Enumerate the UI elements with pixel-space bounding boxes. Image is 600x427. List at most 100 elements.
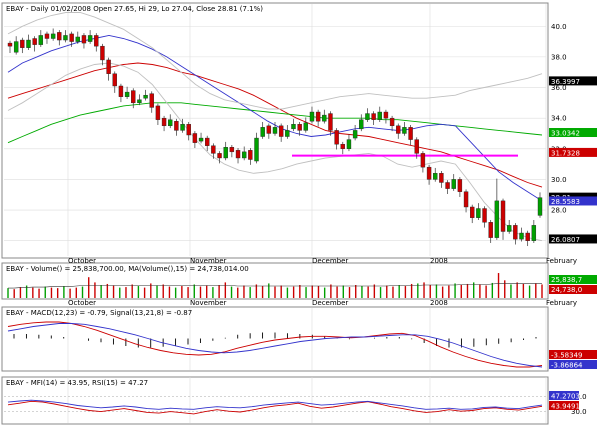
candle-body bbox=[20, 39, 25, 48]
osc-tick-label: 30.0 bbox=[571, 408, 587, 416]
mfi-rsi-title: EBAY - MFI(14) = 43.95, RSI(15) = 47.27 bbox=[6, 379, 148, 387]
price-tick-label: 28.0 bbox=[551, 207, 567, 215]
candle-body bbox=[241, 151, 247, 159]
candle-body bbox=[402, 127, 407, 134]
candle-body bbox=[315, 111, 321, 122]
candle-body bbox=[87, 35, 93, 42]
candle-body bbox=[408, 127, 413, 140]
price-indicator-line bbox=[7, 12, 543, 110]
price-annotation-label: 31.7328 bbox=[551, 149, 580, 157]
volume-x-label: November bbox=[190, 299, 227, 307]
candle-body bbox=[13, 41, 19, 53]
axis-labels: 26.028.030.032.034.036.038.040.0OctoberO… bbox=[68, 23, 597, 416]
price-annotation-label: 26.0807 bbox=[551, 236, 580, 244]
macd-annotation-box bbox=[549, 360, 597, 369]
price-tick-label: 40.0 bbox=[551, 23, 567, 31]
candle-body bbox=[322, 114, 327, 122]
candle-body bbox=[525, 232, 530, 241]
candle-body bbox=[365, 113, 370, 120]
price-indicator-line bbox=[7, 62, 543, 242]
macd-annotation-box bbox=[549, 350, 597, 359]
volume-x-label: February bbox=[546, 299, 577, 307]
candle-body bbox=[57, 32, 62, 41]
candle-body bbox=[26, 39, 31, 48]
osc-annotation-label: 47.2703 bbox=[551, 393, 580, 401]
candle-body bbox=[143, 94, 148, 99]
candle-body bbox=[32, 38, 37, 45]
price-candles bbox=[7, 28, 543, 247]
volume-ma-line bbox=[8, 283, 542, 289]
candle-body bbox=[155, 105, 161, 120]
candle-body bbox=[426, 166, 432, 180]
candle-body bbox=[303, 122, 309, 131]
macd-lines bbox=[7, 321, 543, 368]
candle-body bbox=[285, 130, 290, 137]
candle-body bbox=[38, 35, 44, 45]
volume-bars bbox=[7, 273, 543, 298]
candle-body bbox=[420, 153, 426, 168]
candle-body bbox=[235, 150, 241, 159]
volume-x-label: December bbox=[312, 299, 348, 307]
osc-annotation-box bbox=[549, 391, 579, 400]
candle-body bbox=[278, 125, 284, 137]
candle-body bbox=[494, 200, 500, 238]
candle-body bbox=[371, 113, 376, 120]
price-annotation-label: 36.3997 bbox=[551, 78, 580, 86]
price-tick-label: 36.0 bbox=[551, 84, 567, 92]
candle-body bbox=[291, 124, 296, 130]
macd-series-line bbox=[7, 323, 543, 368]
candle-body bbox=[328, 113, 333, 131]
candle-body bbox=[506, 225, 512, 232]
candle-body bbox=[445, 182, 450, 189]
candle-body bbox=[340, 143, 345, 149]
candle-body bbox=[124, 91, 130, 97]
candle-body bbox=[488, 222, 493, 238]
candle-body bbox=[297, 124, 302, 131]
candle-body bbox=[168, 119, 173, 127]
osc-annotation-box bbox=[549, 401, 579, 410]
macd-annotation-label: -3.58349 bbox=[551, 352, 582, 360]
price-annotation-box bbox=[549, 234, 597, 244]
candle-body bbox=[106, 59, 111, 74]
candle-body bbox=[531, 225, 537, 241]
candle-body bbox=[470, 206, 475, 218]
candle-body bbox=[192, 133, 198, 143]
volume-value-label: 25,838,7 bbox=[551, 276, 582, 284]
price-x-label: October bbox=[68, 257, 96, 265]
candle-body bbox=[346, 139, 352, 149]
candle-body bbox=[476, 208, 481, 218]
candle-body bbox=[463, 191, 469, 208]
candle-body bbox=[75, 36, 80, 42]
price-x-label: February bbox=[546, 257, 577, 265]
candle-body bbox=[94, 35, 99, 47]
candle-body bbox=[389, 117, 395, 127]
candle-body bbox=[272, 127, 278, 134]
candle-body bbox=[137, 99, 142, 104]
candle-body bbox=[131, 90, 136, 104]
candle-body bbox=[414, 139, 419, 154]
candle-body bbox=[482, 208, 487, 223]
candle-body bbox=[229, 147, 235, 153]
candle-body bbox=[186, 124, 191, 136]
price-annotation-box bbox=[549, 76, 597, 86]
candle-body bbox=[248, 150, 253, 160]
candle-body bbox=[396, 125, 401, 134]
candle-body bbox=[161, 117, 167, 127]
candle-body bbox=[7, 42, 13, 47]
macd-title: EBAY - MACD(12,23) = -0.79, Signal(13,21… bbox=[6, 309, 192, 317]
candle-body bbox=[118, 85, 124, 97]
volume-x-label: October bbox=[68, 299, 96, 307]
candle-body bbox=[457, 179, 463, 192]
price-annotation-box bbox=[549, 196, 597, 206]
osc-annotation-label: 43.9491 bbox=[551, 403, 580, 411]
price-annotation-label: 28.5583 bbox=[551, 198, 580, 206]
price-annotation-box bbox=[549, 147, 597, 157]
candle-body bbox=[383, 111, 389, 119]
price-tick-label: 34.0 bbox=[551, 115, 567, 123]
volume-title: EBAY - Volume() = 25,838,700.00, MA(Volu… bbox=[6, 265, 249, 273]
price-annotation-label: 33.0342 bbox=[551, 130, 580, 138]
candle-body bbox=[359, 119, 364, 130]
candle-body bbox=[100, 45, 105, 61]
volume-ma-label: 24,738,0 bbox=[551, 286, 582, 294]
